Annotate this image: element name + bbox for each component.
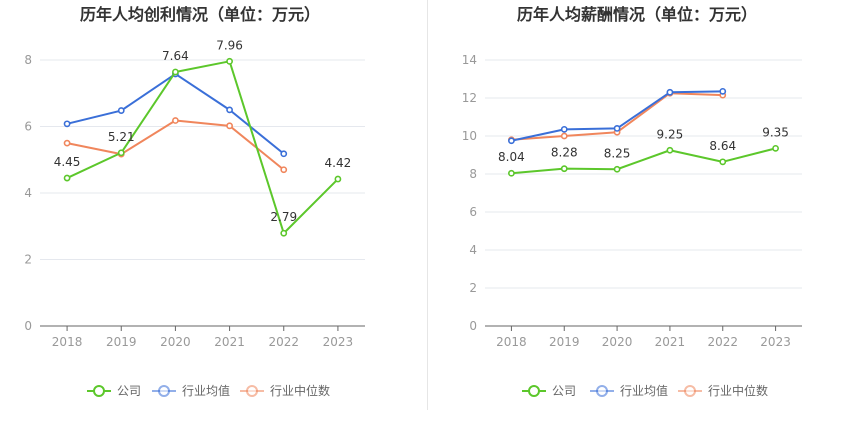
legend-label: 行业中位数 xyxy=(708,383,768,398)
legend-marker xyxy=(528,385,540,397)
data-label: 4.45 xyxy=(54,155,81,169)
y-tick-label: 12 xyxy=(462,91,477,105)
chart-divider xyxy=(427,0,428,410)
salary-per-capita-chart: 历年人均薪酬情况（单位：万元） 0 2 4 6 8 10 12 14 2018 2019 2020 20… xyxy=(462,5,802,398)
y-tick-label: 2 xyxy=(24,253,32,267)
data-point-industry_avg xyxy=(117,107,125,114)
x-tick-label: 2020 xyxy=(160,335,191,349)
data-point-industry_median xyxy=(226,122,233,130)
data-label: 2.79 xyxy=(270,210,297,224)
x-tick-label: 2019 xyxy=(549,335,580,349)
data-point-industry_avg xyxy=(63,120,71,128)
data-point-industry_avg xyxy=(666,88,674,96)
data-point-company xyxy=(613,165,621,173)
data-label: 8.28 xyxy=(551,146,578,160)
data-point-industry_median xyxy=(172,117,179,124)
legend-item-company[interactable]: 公司 xyxy=(87,384,141,398)
y-tick-label: 4 xyxy=(24,186,32,200)
profit-per-capita-chart: 历年人均创利情况（单位：万元） 0 2 4 6 8 2018 2019 2020 2021 2022… xyxy=(24,5,365,398)
x-tick-label: 2019 xyxy=(106,335,137,349)
legend-label: 行业均值 xyxy=(620,383,668,398)
y-tick-label: 10 xyxy=(462,129,477,143)
y-tick-label: 2 xyxy=(469,281,477,295)
data-point-company xyxy=(226,57,233,65)
data-point-industry_avg xyxy=(613,124,621,132)
x-tick-label: 2018 xyxy=(52,335,83,349)
legend-label: 公司 xyxy=(117,384,141,398)
data-point-industry_avg xyxy=(560,125,568,133)
data-point-industry_avg xyxy=(508,137,515,145)
x-tick-label: 2021 xyxy=(214,335,245,349)
data-point-company xyxy=(772,144,779,152)
x-tick-label: 2022 xyxy=(268,335,299,349)
legend-item-industry_median[interactable]: 行业中位数 xyxy=(240,383,330,398)
chart-title: 历年人均创利情况（单位：万元） xyxy=(80,5,320,24)
data-point-industry_median xyxy=(280,166,288,174)
data-label: 8.04 xyxy=(498,150,525,164)
x-tick-label: 2018 xyxy=(496,335,527,349)
data-point-company xyxy=(63,174,71,182)
data-point-company xyxy=(508,169,515,177)
chart-title: 历年人均薪酬情况（单位：万元） xyxy=(517,5,757,24)
data-point-company xyxy=(719,158,727,166)
data-label: 8.25 xyxy=(604,146,631,160)
legend-item-industry_median[interactable]: 行业中位数 xyxy=(678,383,768,398)
data-label: 7.96 xyxy=(216,38,243,52)
legend-item-industry_avg[interactable]: 行业均值 xyxy=(590,383,668,398)
y-tick-label: 8 xyxy=(24,53,32,67)
legend-marker xyxy=(158,385,170,397)
data-label: 7.64 xyxy=(162,49,189,63)
series-line-industry_avg xyxy=(66,72,285,155)
legend-label: 行业中位数 xyxy=(270,383,330,398)
series-line-company xyxy=(66,60,339,235)
data-point-company xyxy=(280,229,288,237)
legend-marker xyxy=(684,385,696,397)
data-point-company xyxy=(334,175,342,183)
data-point-company xyxy=(172,68,179,76)
legend-marker xyxy=(93,385,105,397)
data-point-industry_avg xyxy=(280,150,288,158)
data-point-industry_median xyxy=(63,139,71,147)
y-tick-label: 8 xyxy=(469,167,477,181)
y-tick-label: 0 xyxy=(469,319,477,333)
data-point-company xyxy=(666,146,674,154)
data-point-company xyxy=(560,165,568,173)
y-tick-label: 14 xyxy=(462,53,477,67)
data-point-industry_median xyxy=(560,132,568,140)
data-label: 4.42 xyxy=(325,156,352,170)
legend-label: 行业均值 xyxy=(182,383,230,398)
data-label: 9.25 xyxy=(657,127,684,141)
x-tick-label: 2020 xyxy=(602,335,633,349)
x-tick-label: 2023 xyxy=(760,335,791,349)
data-point-industry_avg xyxy=(719,87,727,95)
x-tick-label: 2022 xyxy=(707,335,738,349)
y-tick-label: 0 xyxy=(24,319,32,333)
data-point-company xyxy=(117,149,125,157)
legend-item-company[interactable]: 公司 xyxy=(522,384,576,398)
legend-item-industry_avg[interactable]: 行业均值 xyxy=(152,383,230,398)
legend-marker xyxy=(596,385,608,397)
y-tick-label: 6 xyxy=(469,205,477,219)
series-line-company xyxy=(511,147,776,175)
y-tick-label: 6 xyxy=(24,120,32,134)
data-point-industry_avg xyxy=(226,106,233,114)
y-tick-label: 4 xyxy=(469,243,477,257)
legend-marker xyxy=(246,385,258,397)
data-label: 8.64 xyxy=(709,139,736,153)
data-label: 5.21 xyxy=(108,130,135,144)
data-label: 9.35 xyxy=(762,125,789,139)
x-tick-label: 2023 xyxy=(323,335,354,349)
x-tick-label: 2021 xyxy=(655,335,686,349)
legend-label: 公司 xyxy=(552,384,576,398)
